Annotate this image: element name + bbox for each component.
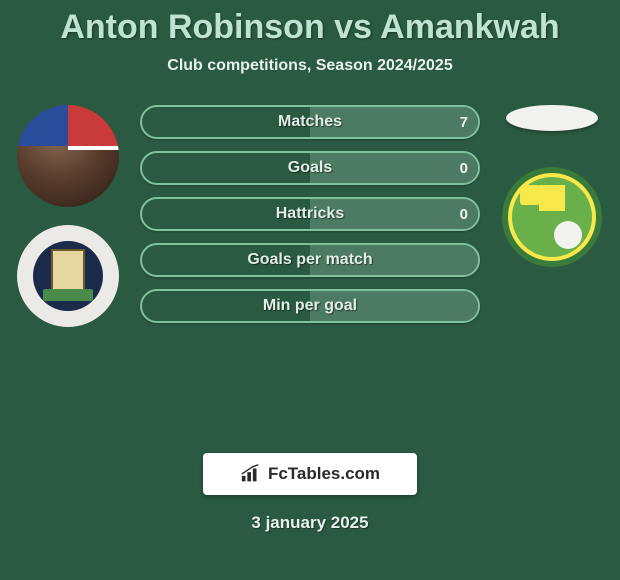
stat-row-goals: Goals 0 <box>140 151 480 185</box>
stat-value-right: 0 <box>460 199 468 229</box>
site-name: FcTables.com <box>268 464 380 484</box>
stat-row-goals-per-match: Goals per match <box>140 243 480 277</box>
player1-avatar <box>17 105 119 207</box>
comparison-panel: Matches 7 Goals 0 Hattricks 0 Goals per … <box>0 105 620 445</box>
stat-label: Goals <box>142 153 478 183</box>
stats-list: Matches 7 Goals 0 Hattricks 0 Goals per … <box>140 105 480 335</box>
stat-label: Goals per match <box>142 245 478 275</box>
player2-avatar <box>506 105 598 131</box>
stat-value-right: 7 <box>460 107 468 137</box>
stat-row-hattricks: Hattricks 0 <box>140 197 480 231</box>
stat-row-min-per-goal: Min per goal <box>140 289 480 323</box>
stat-label: Min per goal <box>142 291 478 321</box>
page-title: Anton Robinson vs Amankwah <box>0 8 620 47</box>
stat-label: Hattricks <box>142 199 478 229</box>
chart-icon <box>240 464 262 484</box>
right-player-column <box>492 105 612 267</box>
footer-date: 3 january 2025 <box>0 513 620 533</box>
page-subtitle: Club competitions, Season 2024/2025 <box>0 57 620 75</box>
site-branding[interactable]: FcTables.com <box>203 453 417 495</box>
player1-club-badge <box>17 225 119 327</box>
stat-row-matches: Matches 7 <box>140 105 480 139</box>
left-player-column <box>8 105 128 345</box>
stat-value-right: 0 <box>460 153 468 183</box>
stat-label: Matches <box>142 107 478 137</box>
player2-club-badge <box>502 167 602 267</box>
